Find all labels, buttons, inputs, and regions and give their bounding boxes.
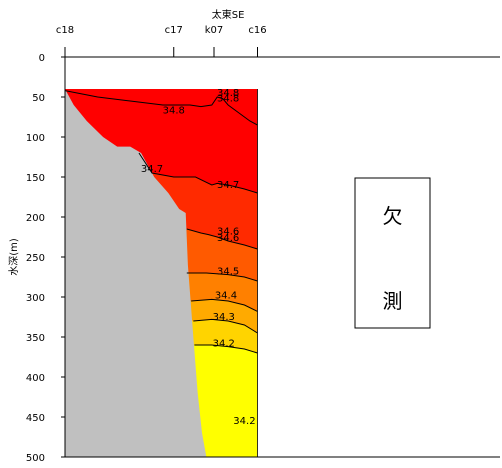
- y-tick-label-250: 250: [26, 253, 45, 264]
- y-tick-label-500: 500: [26, 453, 45, 464]
- y-tick-label-400: 400: [26, 373, 45, 384]
- contour-line-34-4: [191, 298, 258, 312]
- missing-data-char-1: 欠: [383, 204, 403, 228]
- contour-label-11: 34.2: [233, 416, 255, 427]
- section-label: 太東SE: [212, 8, 245, 21]
- contour-line-34-3: [193, 318, 258, 334]
- contour-line-34-7: [138, 152, 258, 194]
- axes: [61, 47, 500, 458]
- contour-label-6: 34.6: [217, 233, 239, 244]
- contour-label-9: 34.3: [213, 312, 235, 323]
- station-label-c16: c16: [248, 25, 266, 36]
- y-tick-label-450: 450: [26, 413, 45, 424]
- contour-line-34-5: [186, 272, 258, 282]
- y-axis-title: 水深(m): [8, 238, 20, 276]
- contour-label-4: 34.7: [217, 180, 239, 191]
- contour-label-1: 34.8: [217, 88, 239, 99]
- y-tick-label-50: 50: [32, 93, 45, 104]
- band-fill-34-7: [65, 89, 258, 193]
- contour-label-10: 34.2: [213, 338, 235, 349]
- y-tick-label-100: 100: [26, 133, 45, 144]
- contour-line-34-8: [64, 90, 258, 126]
- contour-label-3: 34.7: [141, 164, 163, 175]
- y-tick-label-200: 200: [26, 213, 45, 224]
- contour-line-34-2: [194, 344, 258, 354]
- seafloor-bottom: [65, 89, 207, 457]
- y-tick-label-0: 0: [39, 53, 45, 64]
- y-tick-label-150: 150: [26, 173, 45, 184]
- contour-label-2: 34.8: [217, 94, 239, 105]
- contour-label-5: 34.6: [217, 226, 239, 237]
- y-tick-label-350: 350: [26, 333, 45, 344]
- band-fill-34-8: [65, 89, 258, 125]
- station-label-k07: k07: [205, 25, 224, 36]
- missing-data-box: [354, 177, 431, 329]
- y-tick-label-300: 300: [26, 293, 45, 304]
- contour-label-0: 34.8: [163, 106, 185, 117]
- station-label-c18: c18: [56, 25, 74, 36]
- contour-label-7: 34.5: [217, 266, 239, 277]
- plot-area: [64, 89, 258, 457]
- missing-data-char-2: 測: [383, 289, 403, 313]
- contour-line-34-6: [186, 228, 258, 250]
- labels: 0 50 100 150 200 250 300 350 400 450 500 c18 c17 k07 c…: [8, 8, 431, 464]
- contour-label-8: 34.4: [215, 290, 237, 301]
- station-label-c17: c17: [165, 25, 183, 36]
